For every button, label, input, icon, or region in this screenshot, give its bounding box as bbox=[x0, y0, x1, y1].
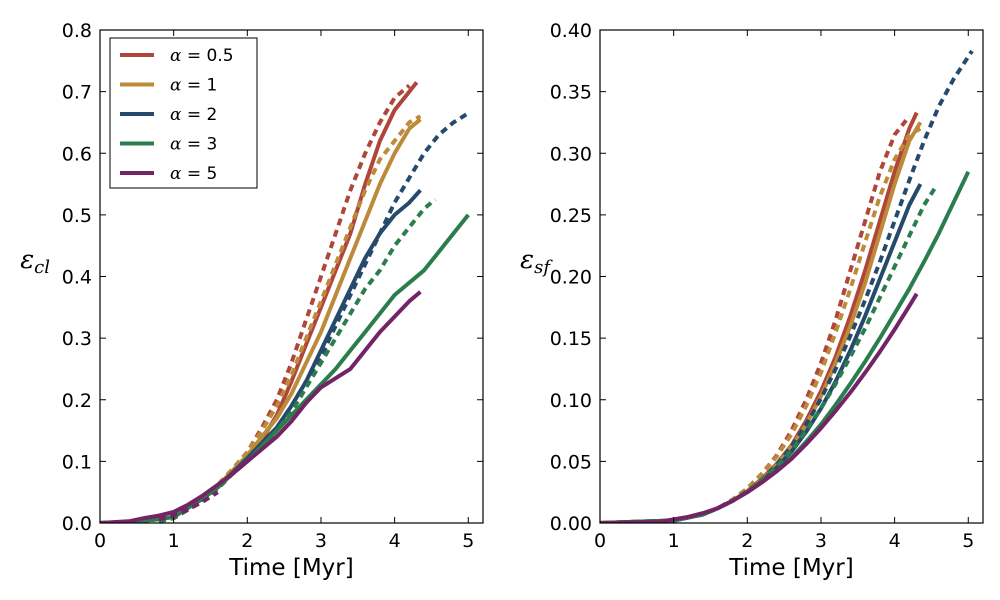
left-series-alpha-2-dashed bbox=[158, 111, 470, 523]
right-y-axis-subscript: sf bbox=[534, 257, 553, 278]
right-series-layer bbox=[600, 49, 974, 523]
right-y-tick-label: 0.15 bbox=[550, 328, 592, 350]
right-x-tick-label: 5 bbox=[962, 530, 974, 552]
left-series-alpha-5-dashed bbox=[158, 490, 219, 522]
left-x-axis-label: Time [Myr] bbox=[228, 555, 353, 581]
left-x-tick-label: 4 bbox=[389, 530, 401, 552]
legend-entry-label: α = 5 bbox=[170, 164, 217, 184]
left-panel: 0 1 2 3 4 5 0.0 0.1 0.2 0.3 0.4 0.5 0.6 0.7 0.8 Time [… bbox=[20, 20, 484, 581]
left-y-axis-label: εcl bbox=[20, 245, 50, 278]
legend-entry-symbol: α bbox=[170, 164, 182, 184]
legend-entries: α = 0.5α = 1α = 2α = 3α = 5 bbox=[120, 46, 234, 184]
left-x-tick-label: 0 bbox=[94, 530, 106, 552]
left-y-tick-label: 0.1 bbox=[62, 451, 92, 473]
right-y-tick-label: 0.10 bbox=[550, 390, 592, 412]
left-series-alpha-5-solid bbox=[100, 290, 422, 523]
left-series-layer bbox=[100, 81, 470, 523]
right-y-axis-label: εsf bbox=[520, 245, 553, 278]
legend-entry-symbol: α bbox=[170, 105, 182, 125]
right-y-tick-label: 0.35 bbox=[550, 82, 592, 104]
left-series-alpha-0p5-dashed bbox=[158, 83, 411, 523]
right-series-alpha-2-dashed bbox=[673, 49, 974, 523]
left-y-axis-symbol: ε bbox=[20, 245, 34, 275]
left-y-tick-label: 0.6 bbox=[62, 143, 92, 165]
left-y-tick-label: 0.8 bbox=[62, 20, 92, 42]
right-ticks-layer: 0 1 2 3 4 5 0.00 0.05 0.10 0.15 0.20 0.25 0.30 0.35 0.… bbox=[550, 20, 983, 552]
right-y-tick-label: 0.05 bbox=[550, 451, 592, 473]
legend: α = 0.5α = 1α = 2α = 3α = 5 bbox=[109, 37, 258, 189]
legend-entry-label: α = 1 bbox=[170, 76, 217, 96]
left-y-tick-label: 0.7 bbox=[62, 82, 92, 104]
left-y-tick-label: 0.5 bbox=[62, 205, 92, 227]
right-x-axis-label: Time [Myr] bbox=[728, 555, 853, 581]
left-y-tick-label: 0.0 bbox=[62, 513, 92, 535]
right-panel: 0 1 2 3 4 5 0.00 0.05 0.10 0.15 0.20 0.25 0.30 0.35 0.… bbox=[520, 20, 984, 581]
right-y-tick-label: 0.25 bbox=[550, 205, 592, 227]
left-series-alpha-2-solid bbox=[100, 188, 422, 523]
right-y-axis-symbol: ε bbox=[520, 245, 534, 275]
legend-entry-value: = 1 bbox=[181, 76, 217, 96]
left-series-alpha-3-solid bbox=[100, 213, 470, 523]
right-series-alpha-5-solid bbox=[600, 292, 919, 523]
left-y-tick-label: 0.2 bbox=[62, 390, 92, 412]
right-series-alpha-1-dashed bbox=[673, 126, 922, 523]
left-x-tick-label: 2 bbox=[241, 530, 253, 552]
right-x-tick-label: 2 bbox=[741, 530, 753, 552]
legend-entry-symbol: α bbox=[170, 46, 182, 66]
legend-entry-value: = 0.5 bbox=[181, 46, 233, 66]
legend-entry-label: α = 0.5 bbox=[170, 46, 234, 66]
legend-entry-symbol: α bbox=[170, 135, 182, 155]
right-x-tick-label: 3 bbox=[815, 530, 827, 552]
right-x-tick-label: 4 bbox=[889, 530, 901, 552]
left-x-tick-label: 3 bbox=[315, 530, 327, 552]
right-x-tick-label: 0 bbox=[594, 530, 606, 552]
left-ticks-layer: 0 1 2 3 4 5 0.0 0.1 0.2 0.3 0.4 0.5 0.6 0.7 0.8 bbox=[62, 20, 483, 552]
legend-entry-label: α = 2 bbox=[170, 105, 217, 125]
legend-entry-label: α = 3 bbox=[170, 135, 217, 155]
left-x-tick-label: 5 bbox=[462, 530, 474, 552]
left-y-axis-subscript: cl bbox=[34, 257, 50, 278]
right-y-tick-label: 0.40 bbox=[550, 20, 592, 42]
left-y-tick-label: 0.4 bbox=[62, 267, 92, 289]
legend-entry-value: = 5 bbox=[181, 164, 217, 184]
left-y-tick-label: 0.3 bbox=[62, 328, 92, 350]
left-x-tick-label: 1 bbox=[168, 530, 180, 552]
legend-entry-value: = 3 bbox=[181, 135, 217, 155]
legend-entry-symbol: α bbox=[170, 76, 182, 96]
right-y-tick-label: 0.20 bbox=[550, 267, 592, 289]
right-y-tick-label: 0.00 bbox=[550, 513, 592, 535]
right-x-tick-label: 1 bbox=[668, 530, 680, 552]
legend-entry-value: = 2 bbox=[181, 105, 217, 125]
right-series-alpha-1-solid bbox=[600, 121, 923, 523]
right-y-tick-label: 0.30 bbox=[550, 143, 592, 165]
